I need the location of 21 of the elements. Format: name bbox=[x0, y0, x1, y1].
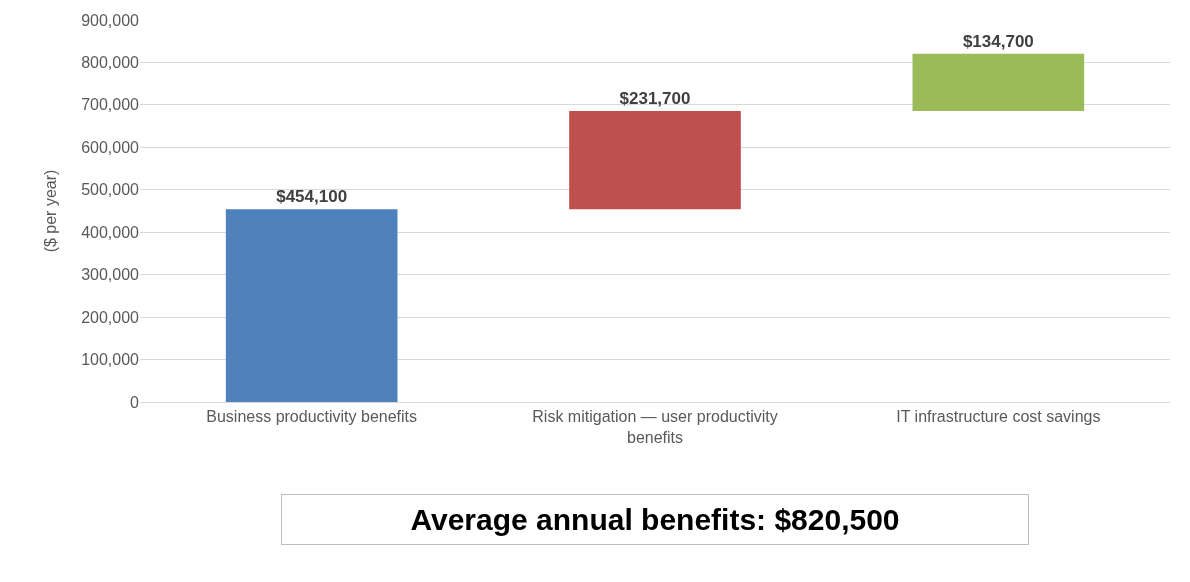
y-tick-label: 900,000 bbox=[81, 11, 140, 29]
x-tick-label: Risk mitigation — user productivity benefits bbox=[532, 408, 778, 446]
x-tick-label: Business productivity benefits bbox=[206, 408, 418, 426]
y-tick-label: 800,000 bbox=[81, 54, 140, 72]
x-tick-label: IT infrastructure cost savings bbox=[896, 408, 1101, 426]
y-tick-label: 300,000 bbox=[81, 266, 140, 284]
y-tick-label: 500,000 bbox=[81, 181, 140, 199]
data-label: $231,700 bbox=[619, 88, 691, 108]
text: Average annual benefits: $820,500 bbox=[410, 503, 900, 536]
y-tick-label: 0 bbox=[130, 393, 140, 411]
y-tick-label: 200,000 bbox=[81, 308, 140, 326]
data-label: $454,100 bbox=[276, 187, 348, 207]
y-axis-title: ($ per year) bbox=[42, 169, 60, 253]
data-label: $134,700 bbox=[962, 31, 1034, 51]
y-tick-label: 700,000 bbox=[81, 96, 140, 114]
y-tick-label: 400,000 bbox=[81, 223, 140, 241]
bar bbox=[912, 53, 1085, 111]
y-tick-label: 600,000 bbox=[81, 138, 140, 156]
bar bbox=[569, 110, 741, 210]
bar bbox=[225, 209, 398, 402]
y-tick-label: 100,000 bbox=[81, 351, 140, 369]
